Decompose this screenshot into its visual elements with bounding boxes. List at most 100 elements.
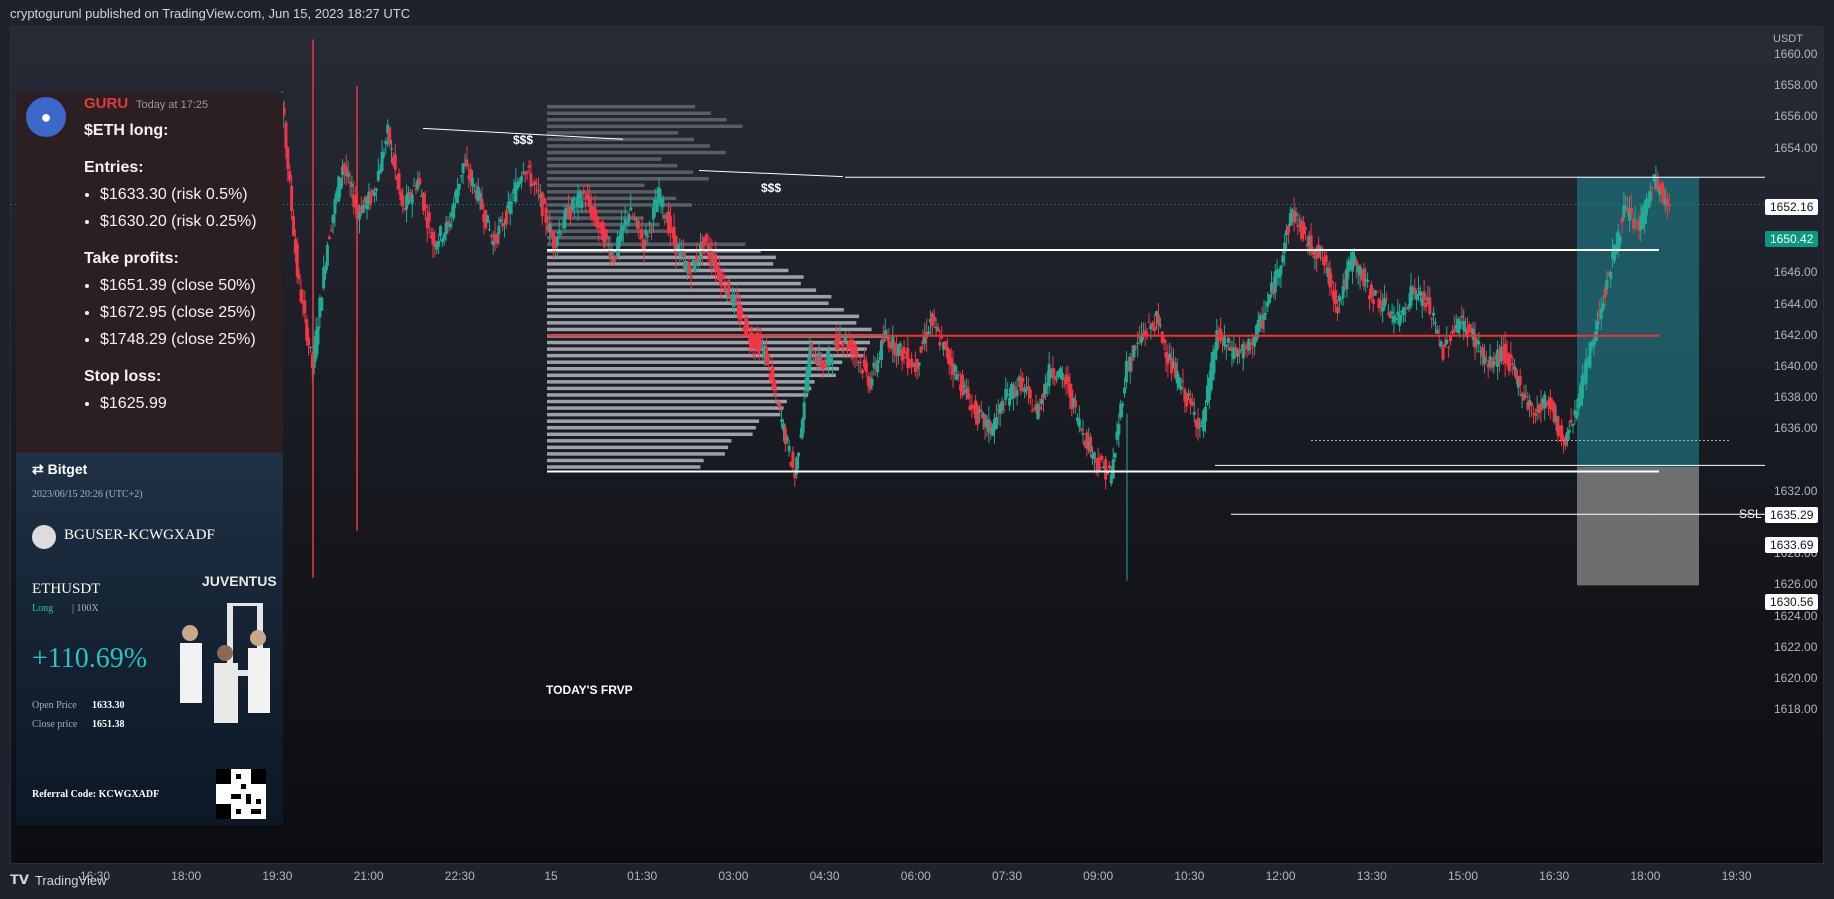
candle-body [1569,419,1573,423]
candle-body [288,171,292,181]
candle-body [482,213,486,223]
candle-body [1349,259,1353,267]
volume-profile-bar [547,288,817,292]
volume-profile-bar [547,452,725,456]
candle-body [491,241,495,246]
candle-body [1558,427,1562,431]
candle-body [1366,279,1370,282]
candle-body [972,404,976,409]
candle-body [1513,366,1517,371]
message-body: $ETH long: Entries: $1633.30 (risk 0.5%)… [84,117,257,417]
user-avatar [32,525,56,549]
price-chart[interactable] [11,27,1825,865]
candle-body [608,250,612,259]
candle-body [1102,466,1106,469]
candle-body [363,196,367,203]
candle-body [683,261,687,270]
candle-body [930,313,934,326]
candle-body [1599,308,1603,319]
candle-body [501,223,505,227]
candle-body [397,173,401,190]
candle-body [395,176,399,181]
candle-body [842,342,846,344]
candle-body [423,204,427,208]
candle-body [959,384,963,391]
candle-body [1452,329,1456,332]
candle-body [314,330,318,359]
volume-profile-bar [547,380,815,384]
volume-profile-bar [547,432,753,437]
candle-body [1639,216,1643,230]
candle-body [1236,349,1240,357]
candle-body [753,339,757,350]
candle-body [676,245,680,251]
volume-profile-bar [547,425,756,430]
candle-body [1426,297,1430,301]
candle-body [1264,312,1268,314]
volume-profile-bar [547,104,695,109]
candle-body [1520,393,1524,396]
candle-body [429,235,433,238]
candle-body [316,326,320,345]
candle-body [570,199,574,211]
candle-body [900,348,904,361]
candle-body [1183,389,1187,402]
tradingview-footer[interactable]: 𝗧𝗩 TradingView [10,872,106,888]
time-tick: 19:30 [1721,869,1752,883]
candle-body [1170,358,1174,374]
candle-body [957,374,961,376]
liquidity-label-2: $$$ [761,181,782,195]
candle-body [1034,404,1038,410]
volume-profile-bar [547,367,839,371]
candle-body [1618,235,1622,244]
open-price-value: 1633.30 [92,700,125,711]
candle-body [910,358,914,368]
volume-profile-bar [547,111,711,115]
candle-body [1090,454,1094,459]
candle-body [1516,378,1520,388]
candle-body [1577,397,1581,409]
chart-pane[interactable]: 1660.001658.001656.001654.001648.001646.… [10,26,1825,883]
candle-body [1509,354,1513,359]
candle-body [1234,347,1238,353]
candle-body [369,193,373,204]
candle-body [1411,287,1415,289]
candle-body [757,338,761,355]
candle-body [1194,419,1198,428]
candle-body [591,207,595,215]
price-tick: 1646.00 [1774,265,1818,280]
candle-body [1181,380,1185,382]
candle-body [861,369,865,374]
candle-body [804,377,808,390]
candle-body [1307,236,1311,246]
candle-body [974,400,978,420]
candle-body [1009,384,1013,399]
candle-body [883,330,887,338]
candle-body [333,198,337,214]
candle-body [621,225,625,231]
candle-body [1386,313,1390,315]
time-tick: 15 [544,869,558,883]
referral-code: Referral Code: KCWGXADF [32,789,160,800]
candle-body [1311,249,1315,255]
candle-body [721,275,725,278]
candle-body [1356,265,1360,273]
candle-body [748,338,752,342]
candle-body [1584,359,1588,384]
candle-body [1202,410,1206,432]
candle-body [1068,383,1072,398]
candle-body [1607,272,1611,277]
candle-body [1505,352,1509,355]
candle-body [949,358,953,367]
candle-body [1015,390,1019,397]
candle-body [286,147,290,169]
candle-body [431,231,435,245]
candle-body [1149,324,1153,330]
price-tick: 1622.00 [1774,639,1818,654]
candle-body [619,225,623,241]
candle-body [1286,225,1290,234]
volume-profile-bar [547,170,693,174]
footer-brand: TradingView [34,872,107,888]
candle-body [378,169,382,174]
candle-body [322,267,326,289]
